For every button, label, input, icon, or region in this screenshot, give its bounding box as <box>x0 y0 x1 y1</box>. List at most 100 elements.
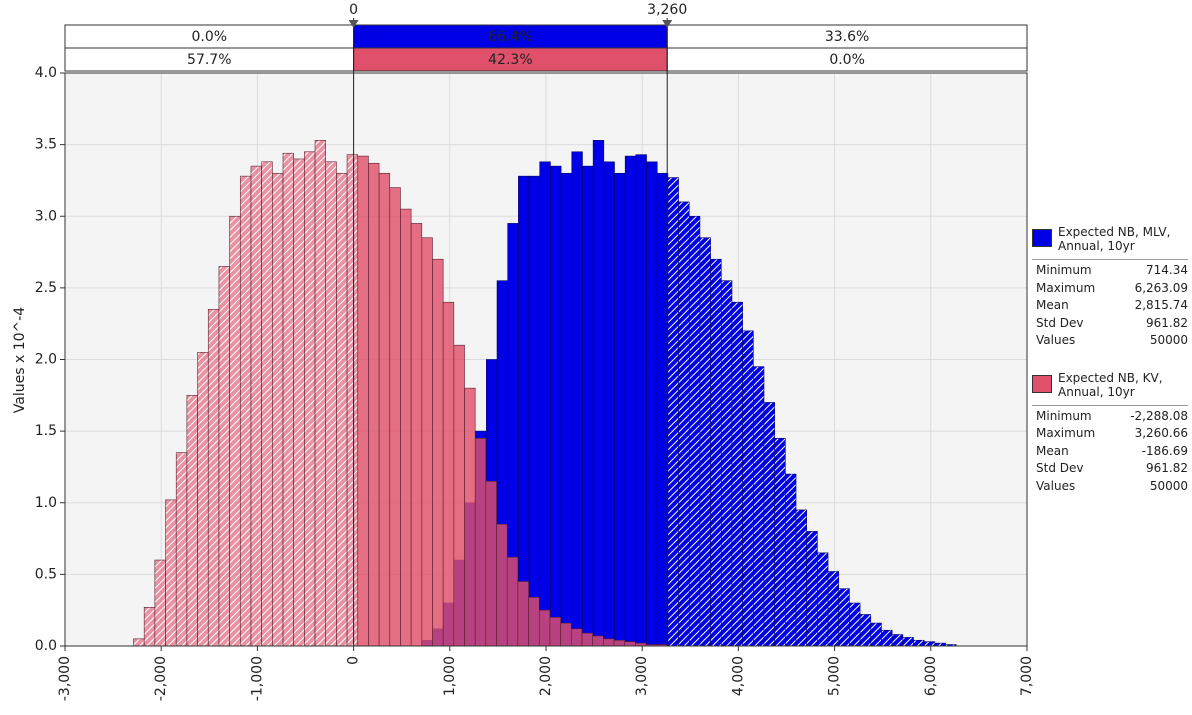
histogram-bar <box>207 309 220 647</box>
x-tick-label: 7,000 <box>1019 656 1035 696</box>
histogram-bar <box>603 161 615 647</box>
y-tick-label: 2.0 <box>35 352 57 368</box>
stats-table: Minimum 714.34 Maximum 6,263.09 Mean 2,815.74… <box>1032 259 1188 351</box>
histogram-bar <box>859 614 872 647</box>
stats-table: Minimum -2,288.08 Maximum 3,260.66 Mean -186.… <box>1032 404 1188 497</box>
histogram-bar <box>165 499 177 647</box>
stats-name: Maximum <box>1036 426 1096 440</box>
x-tick-label: 5,000 <box>827 656 843 696</box>
histogram-bar <box>432 258 444 647</box>
histogram-bar <box>518 175 530 647</box>
x-tick-label: -2,000 <box>153 656 169 701</box>
stats-value: -186.69 <box>1141 443 1188 458</box>
y-axis-label: Values x 10^-4 <box>12 307 28 414</box>
histogram-bar <box>592 140 605 647</box>
histogram-bar <box>539 161 551 647</box>
delimiter-marker <box>662 20 673 28</box>
histogram-bar <box>442 301 455 647</box>
histogram-bar <box>453 344 465 647</box>
legend-label: Expected NB, KV, Annual, 10yr <box>1058 370 1163 399</box>
stats-name: Maximum <box>1036 280 1096 295</box>
y-tick-label: 0.0 <box>35 638 57 654</box>
share-label: 66.4% <box>488 29 532 45</box>
histogram-bar <box>282 152 294 647</box>
histogram-bar <box>891 634 904 647</box>
histogram-bar <box>400 208 412 647</box>
histogram-bar <box>656 172 669 647</box>
delimiter-label: 0 <box>349 2 358 18</box>
x-tick-label: 4,000 <box>730 656 746 696</box>
histogram-bar <box>464 387 476 647</box>
histogram-bar <box>614 172 626 647</box>
histogram-bar <box>485 480 497 647</box>
stats-row: Mean -186.69 <box>1032 444 1188 462</box>
histogram-bar <box>667 177 679 647</box>
histogram-bar <box>774 437 786 647</box>
histogram-bar <box>742 330 754 647</box>
legend-label: Expected NB, MLV, Annual, 10yr <box>1058 225 1171 253</box>
x-tick-label: 2,000 <box>538 656 554 696</box>
histogram-bar <box>560 172 573 647</box>
histogram-bar <box>133 638 145 647</box>
histogram-bar <box>410 223 423 647</box>
histogram-bar <box>550 165 562 647</box>
x-tick-label: 6,000 <box>923 656 939 696</box>
stats-row: Minimum -2,288.08 <box>1032 409 1188 427</box>
histogram-bar <box>474 437 487 647</box>
legend-swatch <box>1032 229 1052 247</box>
share-label: 0.0% <box>829 52 865 68</box>
stats-row: Std Dev 961.82 <box>1032 461 1188 479</box>
y-tick-label: 2.5 <box>35 280 57 296</box>
stats-name: Mean <box>1036 443 1069 458</box>
histogram-bar <box>549 617 561 647</box>
histogram-bar <box>581 632 593 647</box>
stats-row: Std Dev 961.82 <box>1032 316 1188 334</box>
stats-value: 50000 <box>1149 333 1188 347</box>
histogram-bar <box>688 215 701 647</box>
histogram-bar <box>720 280 733 647</box>
stats-row: Minimum 714.34 <box>1032 263 1188 281</box>
legend: Expected NB, MLV, Annual, 10yr Minimum 714… <box>1032 225 1188 516</box>
legend-entry: Expected NB, KV, Annual, 10yr <box>1032 371 1188 399</box>
stats-name: Minimum <box>1036 263 1092 277</box>
histogram-bar <box>870 622 882 647</box>
histogram-bar <box>154 559 166 647</box>
histogram-bar <box>571 151 583 647</box>
share-label: 57.7% <box>187 52 231 68</box>
histogram-bar <box>817 552 829 647</box>
x-tick-label: -1,000 <box>249 656 265 701</box>
histogram-bar <box>528 596 540 647</box>
delimiter-label: 3,260 <box>647 2 687 18</box>
histogram-bar <box>560 622 572 647</box>
histogram-bar <box>229 215 241 647</box>
histogram-bar <box>849 602 861 647</box>
histogram-bar <box>336 172 348 647</box>
histogram-bar <box>346 154 359 647</box>
histogram-bar <box>646 161 658 647</box>
stats-name: Values <box>1036 478 1076 493</box>
share-label: 42.3% <box>488 52 532 68</box>
y-tick-label: 1.0 <box>35 495 57 511</box>
histogram-bar <box>272 172 284 647</box>
plot-frame <box>64 72 1028 647</box>
legend-swatch <box>1032 374 1052 393</box>
histogram-bar <box>913 639 925 647</box>
share-label: 33.6% <box>825 29 869 45</box>
histogram-bar <box>624 155 637 647</box>
histogram-bar <box>304 151 316 647</box>
stats-value: 961.82 <box>1146 461 1188 475</box>
histogram-bar <box>368 162 380 647</box>
y-tick-label: 3.0 <box>35 208 57 224</box>
stats-value: 714.34 <box>1146 263 1188 277</box>
histogram-bar <box>710 258 722 647</box>
stats-name: Mean <box>1036 298 1069 312</box>
histogram-bar <box>197 352 209 647</box>
histogram-bar <box>731 301 743 647</box>
histogram-bar <box>314 140 327 647</box>
histogram-bar <box>538 609 551 647</box>
histogram-bar <box>239 175 252 647</box>
histogram-bar <box>496 523 508 647</box>
histogram-bar <box>325 161 337 647</box>
